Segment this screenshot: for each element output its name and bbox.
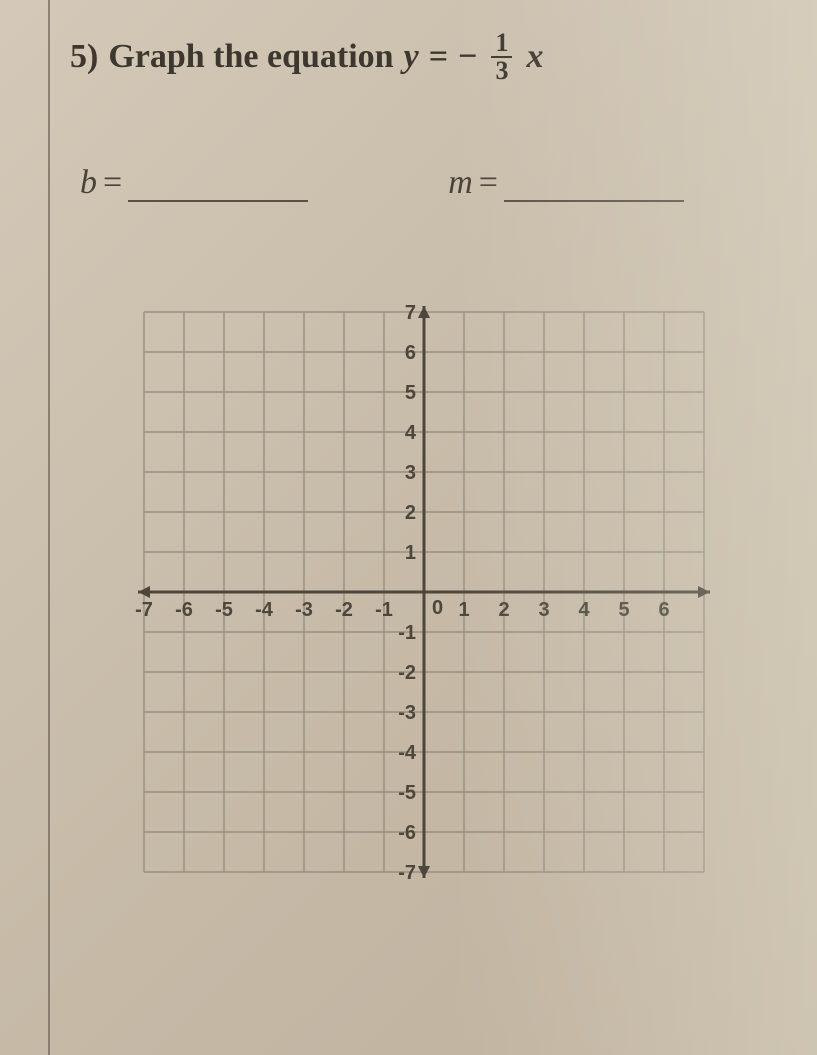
svg-text:-5: -5 xyxy=(398,782,416,804)
m-blank: m = xyxy=(448,164,684,202)
left-margin-rule xyxy=(48,0,50,1055)
equation-lhs: y xyxy=(404,38,419,76)
question-line: 5) Graph the equation y = − 1 3 x xyxy=(70,30,777,84)
svg-text:0: 0 xyxy=(432,597,443,619)
svg-text:2: 2 xyxy=(498,599,509,621)
svg-text:-7: -7 xyxy=(398,862,416,884)
graph-container: -7-6-5-4-3-2-101234561234567-1-2-3-4-5-6… xyxy=(70,292,777,892)
m-blank-line[interactable] xyxy=(504,174,684,202)
question-prompt: Graph the equation xyxy=(108,38,393,76)
svg-text:-6: -6 xyxy=(398,822,416,844)
svg-text:1: 1 xyxy=(404,542,415,564)
fraction-denominator: 3 xyxy=(491,58,512,84)
svg-text:-5: -5 xyxy=(215,599,233,621)
svg-text:-1: -1 xyxy=(398,622,416,644)
fraction-numerator: 1 xyxy=(491,30,512,58)
svg-text:5: 5 xyxy=(618,599,629,621)
coordinate-grid: -7-6-5-4-3-2-101234561234567-1-2-3-4-5-6… xyxy=(124,292,724,892)
fraction: 1 3 xyxy=(491,30,512,84)
svg-text:4: 4 xyxy=(578,599,590,621)
svg-text:7: 7 xyxy=(404,302,415,324)
svg-text:6: 6 xyxy=(658,599,669,621)
svg-text:4: 4 xyxy=(404,422,416,444)
svg-text:6: 6 xyxy=(404,342,415,364)
svg-text:-2: -2 xyxy=(398,662,416,684)
m-label: m xyxy=(448,164,473,202)
equals-sign: = xyxy=(429,38,448,76)
svg-text:1: 1 xyxy=(458,599,469,621)
equation-var: x xyxy=(526,38,543,76)
svg-text:5: 5 xyxy=(404,382,415,404)
worksheet-page: 5) Graph the equation y = − 1 3 x b = m … xyxy=(0,0,817,1055)
svg-text:2: 2 xyxy=(404,502,415,524)
blanks-row: b = m = xyxy=(70,164,777,202)
b-blank-line[interactable] xyxy=(128,174,308,202)
svg-text:-4: -4 xyxy=(398,742,417,764)
svg-text:-7: -7 xyxy=(135,599,153,621)
svg-text:-1: -1 xyxy=(375,599,393,621)
b-equals: = xyxy=(103,164,122,202)
b-label: b xyxy=(80,164,97,202)
svg-text:-3: -3 xyxy=(295,599,313,621)
svg-text:-2: -2 xyxy=(335,599,353,621)
svg-text:-4: -4 xyxy=(255,599,274,621)
svg-text:-3: -3 xyxy=(398,702,416,724)
svg-text:-6: -6 xyxy=(175,599,193,621)
svg-text:3: 3 xyxy=(538,599,549,621)
negative-sign: − xyxy=(458,38,477,76)
svg-text:3: 3 xyxy=(404,462,415,484)
question-number: 5) xyxy=(70,38,98,76)
b-blank: b = xyxy=(80,164,308,202)
m-equals: = xyxy=(479,164,498,202)
